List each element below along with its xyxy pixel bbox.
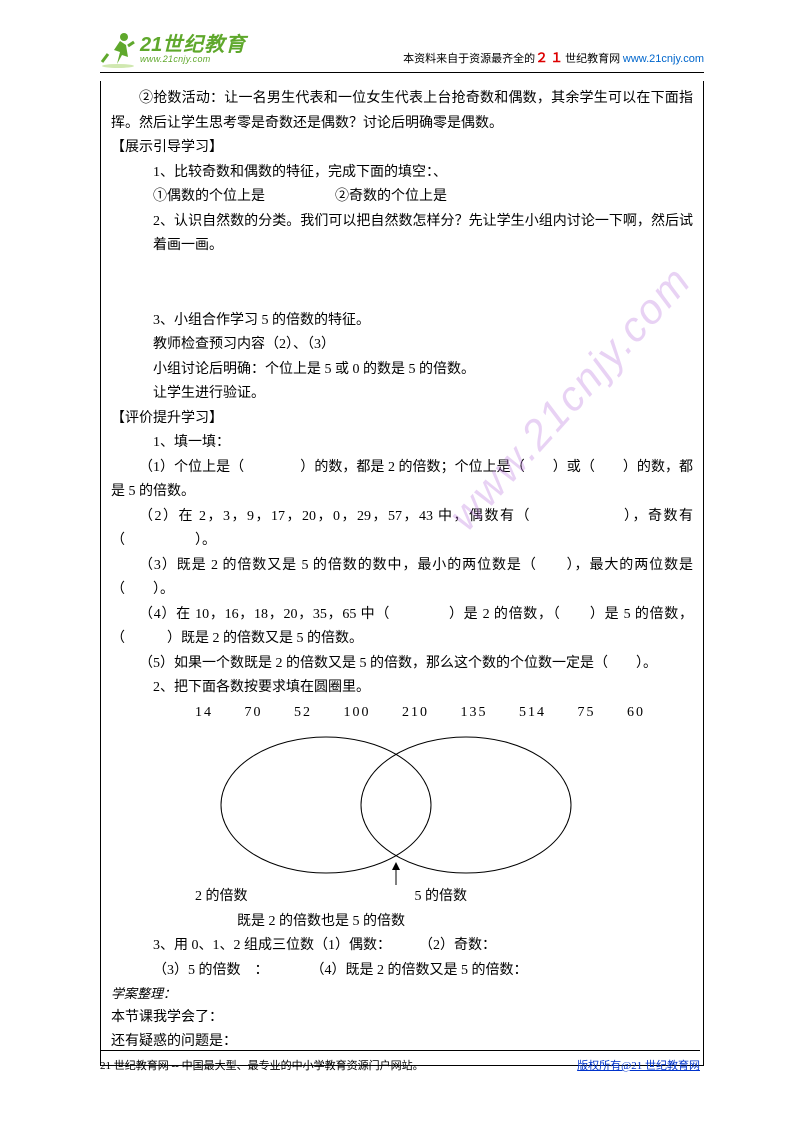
para-fill-2: （2）在 2，3，9，17，20，0，29，57，43 中，偶数有（ ），奇数有… <box>111 505 693 554</box>
para-fill-3: （3）既是 2 的倍数又是 5 的倍数的数中，最小的两位数是（ ），最大的两位数… <box>111 554 693 603</box>
header-blue-url: www.21cnjy.com <box>623 53 704 65</box>
logo-21: 21 <box>140 34 162 56</box>
venn-mid-label: 既是 2 的倍数也是 5 的倍数 <box>111 910 693 935</box>
para-teacher-check: 教师检查预习内容（2）、（3） <box>111 333 693 358</box>
venn-left-label: 2 的倍数 <box>195 889 248 904</box>
para-1: 1、比较奇数和偶数的特征，完成下面的填空：、 <box>111 161 693 186</box>
footer-copyright[interactable]: 版权所有@21 世纪教育网 <box>577 1057 700 1073</box>
para-activity: ②抢数活动：让一名男生代表和一位女生代表上台抢奇数和偶数，其余学生可以在下面指挥… <box>111 87 693 136</box>
para-verify: 让学生进行验证。 <box>111 382 693 407</box>
logo: 21世纪教育 www.21cnjy.com <box>100 30 246 68</box>
venn-right-ellipse <box>361 737 571 873</box>
venn-right-label: 5 的倍数 <box>415 889 468 904</box>
para-compose-2: （3）5 的倍数 ： （4）既是 2 的倍数又是 5 的倍数： <box>111 959 693 984</box>
section-evaluation: 【评价提升学习】 <box>111 407 693 432</box>
para-fill-4: （4）在 10，16，18，20，35，65 中（ ）是 2 的倍数，（ ）是 … <box>111 603 693 652</box>
page-footer: 21 世纪教育网 -- 中国最大型、最专业的中小学教育资源门户网站。 版权所有@… <box>100 1050 700 1073</box>
para-compose: 3、用 0、1、2 组成三位数（1）偶数： （2）奇数： <box>111 934 693 959</box>
page: 21世纪教育 www.21cnjy.com 本资料来自于资源最齐全的２１世纪教育… <box>0 0 794 1123</box>
logo-url: www.21cnjy.com <box>140 55 246 64</box>
section-display-guide: 【展示引导学习】 <box>111 136 693 161</box>
spacer-1 <box>111 259 693 309</box>
logo-text: 21世纪教育 www.21cnjy.com <box>140 35 246 64</box>
header-red-21: ２１ <box>535 50 565 65</box>
page-header: 21世纪教育 www.21cnjy.com 本资料来自于资源最齐全的２１世纪教育… <box>100 30 704 73</box>
venn-diagram <box>111 730 693 885</box>
content-box: www.21cnjy.com ②抢数活动：让一名男生代表和一位女生代表上台抢奇数… <box>100 81 704 1066</box>
para-fill-5: （5）如果一个数既是 2 的倍数又是 5 的倍数，那么这个数的个位数一定是（ ）… <box>111 652 693 677</box>
para-learned: 本节课我学会了： <box>111 1006 693 1031</box>
para-fill-title: 1、填一填： <box>111 431 693 456</box>
para-group-discuss: 小组讨论后明确：个位上是 5 或 0 的数是 5 的倍数。 <box>111 358 693 383</box>
header-desc-prefix: 本资料来自于资源最齐全的 <box>403 53 535 65</box>
logo-title: 世纪教育 <box>162 34 246 56</box>
venn-arrow-head <box>392 862 400 870</box>
para-fill-1: （1）个位上是（ ）的数，都是 2 的倍数；个位上是（ ）或（ ）的数，都是 5… <box>111 456 693 505</box>
venn-svg <box>201 730 601 890</box>
para-1-sub: ①偶数的个位上是 ②奇数的个位上是 <box>111 185 693 210</box>
header-source-text: 本资料来自于资源最齐全的２１世纪教育网 www.21cnjy.com <box>403 47 704 68</box>
logo-runner-icon <box>100 30 136 68</box>
para-3: 3、小组合作学习 5 的倍数的特征。 <box>111 309 693 334</box>
para-2: 2、认识自然数的分类。我们可以把自然数怎样分？先让学生小组内讨论一下啊，然后试着… <box>111 210 693 259</box>
footer-left: 21 世纪教育网 -- 中国最大型、最专业的中小学教育资源门户网站。 <box>100 1057 424 1073</box>
numbers-list: 14 70 52 100 210 135 514 75 60 <box>111 701 693 726</box>
venn-left-ellipse <box>221 737 431 873</box>
header-desc-mid: 世纪教育网 <box>565 53 620 65</box>
para-venn-title: 2、把下面各数按要求填在圆圈里。 <box>111 676 693 701</box>
section-summary: 学案整理： <box>111 983 693 1006</box>
